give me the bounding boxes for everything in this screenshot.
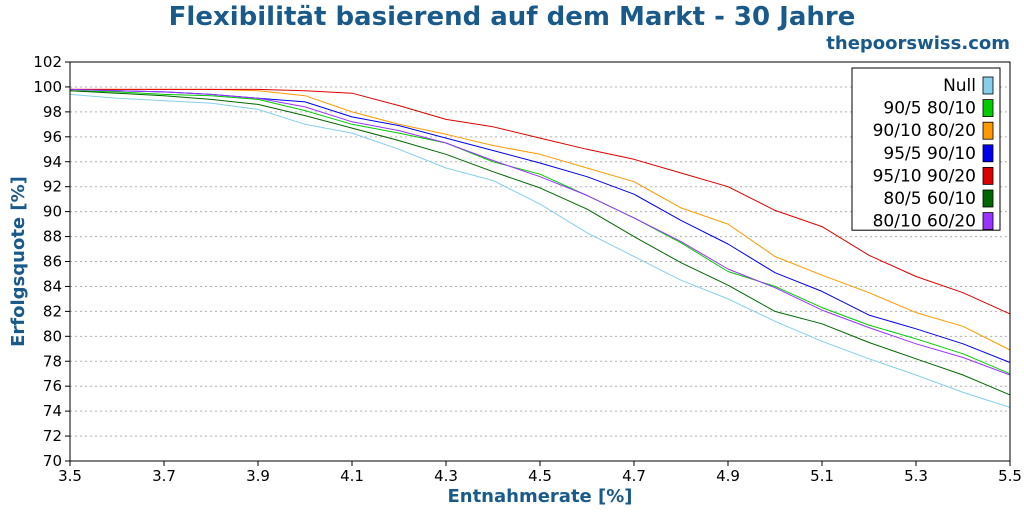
chart-subtitle: thepoorswiss.com [826,33,1010,54]
y-tick-label: 90 [43,203,62,221]
x-axis-title: Entnahmerate [%] [447,486,632,507]
y-tick-label: 72 [43,427,62,445]
legend-label: 90/5 80/10 [883,99,976,119]
legend-swatch [982,212,994,231]
legend-swatch [982,121,994,140]
x-tick-label: 4.7 [622,467,646,485]
series-line-7 [69,88,1011,376]
legend-label: 90/10 80/20 [873,121,976,141]
legend-swatch [982,189,994,208]
y-tick-label: 92 [43,178,62,196]
legend-label: 95/5 90/10 [883,144,976,164]
chart-title: Flexibilität basierend auf dem Markt - 3… [168,2,856,32]
legend-label: Null [943,76,976,96]
x-tick-label: 5.5 [998,467,1022,485]
series-line-1 [69,93,1011,408]
y-tick-label: 94 [43,153,62,171]
y-tick-label: 78 [43,352,62,370]
y-tick-label: 102 [33,53,62,71]
legend-box [851,67,1001,231]
legend-label: 80/10 60/20 [873,212,976,232]
y-axis-title: Erfolgsquote [%] [8,176,29,347]
y-tick-label: 74 [43,402,62,420]
y-tick-label: 96 [43,128,62,146]
x-tick-label: 4.3 [434,467,458,485]
series-layer [69,88,1011,408]
series-line-6 [69,90,1011,396]
legend-swatch [982,166,994,185]
x-tick-label: 3.5 [58,467,82,485]
legend-swatch [982,76,994,95]
y-tick-label: 98 [43,103,62,121]
y-tick-label: 100 [33,78,62,96]
y-tick-label: 88 [43,228,62,246]
grid-layer [70,86,1010,437]
ticks-layer: 70 72 74 76 78 80 82 84 86 88 90 92 94 96 98 100 102 3.5 3… [33,53,1022,485]
x-tick-label: 4.1 [340,467,364,485]
x-tick-label: 3.7 [152,467,176,485]
series-line-2 [69,90,1011,375]
x-tick-label: 5.1 [810,467,834,485]
y-tick-label: 82 [43,302,62,320]
legend-swatch [982,99,994,117]
x-tick-label: 3.9 [246,467,270,485]
y-tick-label: 80 [43,327,62,345]
legend-swatch [982,144,994,163]
x-tick-label: 4.5 [528,467,552,485]
legend-label: 95/10 90/20 [873,166,976,186]
series-line-5 [70,88,1011,315]
y-tick-label: 70 [43,452,62,470]
x-tick-label: 4.9 [716,467,740,485]
y-tick-label: 76 [43,377,62,395]
legend-label: 80/5 60/10 [883,189,976,209]
x-tick-label: 5.3 [904,467,928,485]
y-tick-label: 84 [43,277,62,295]
y-tick-label: 86 [43,253,62,271]
